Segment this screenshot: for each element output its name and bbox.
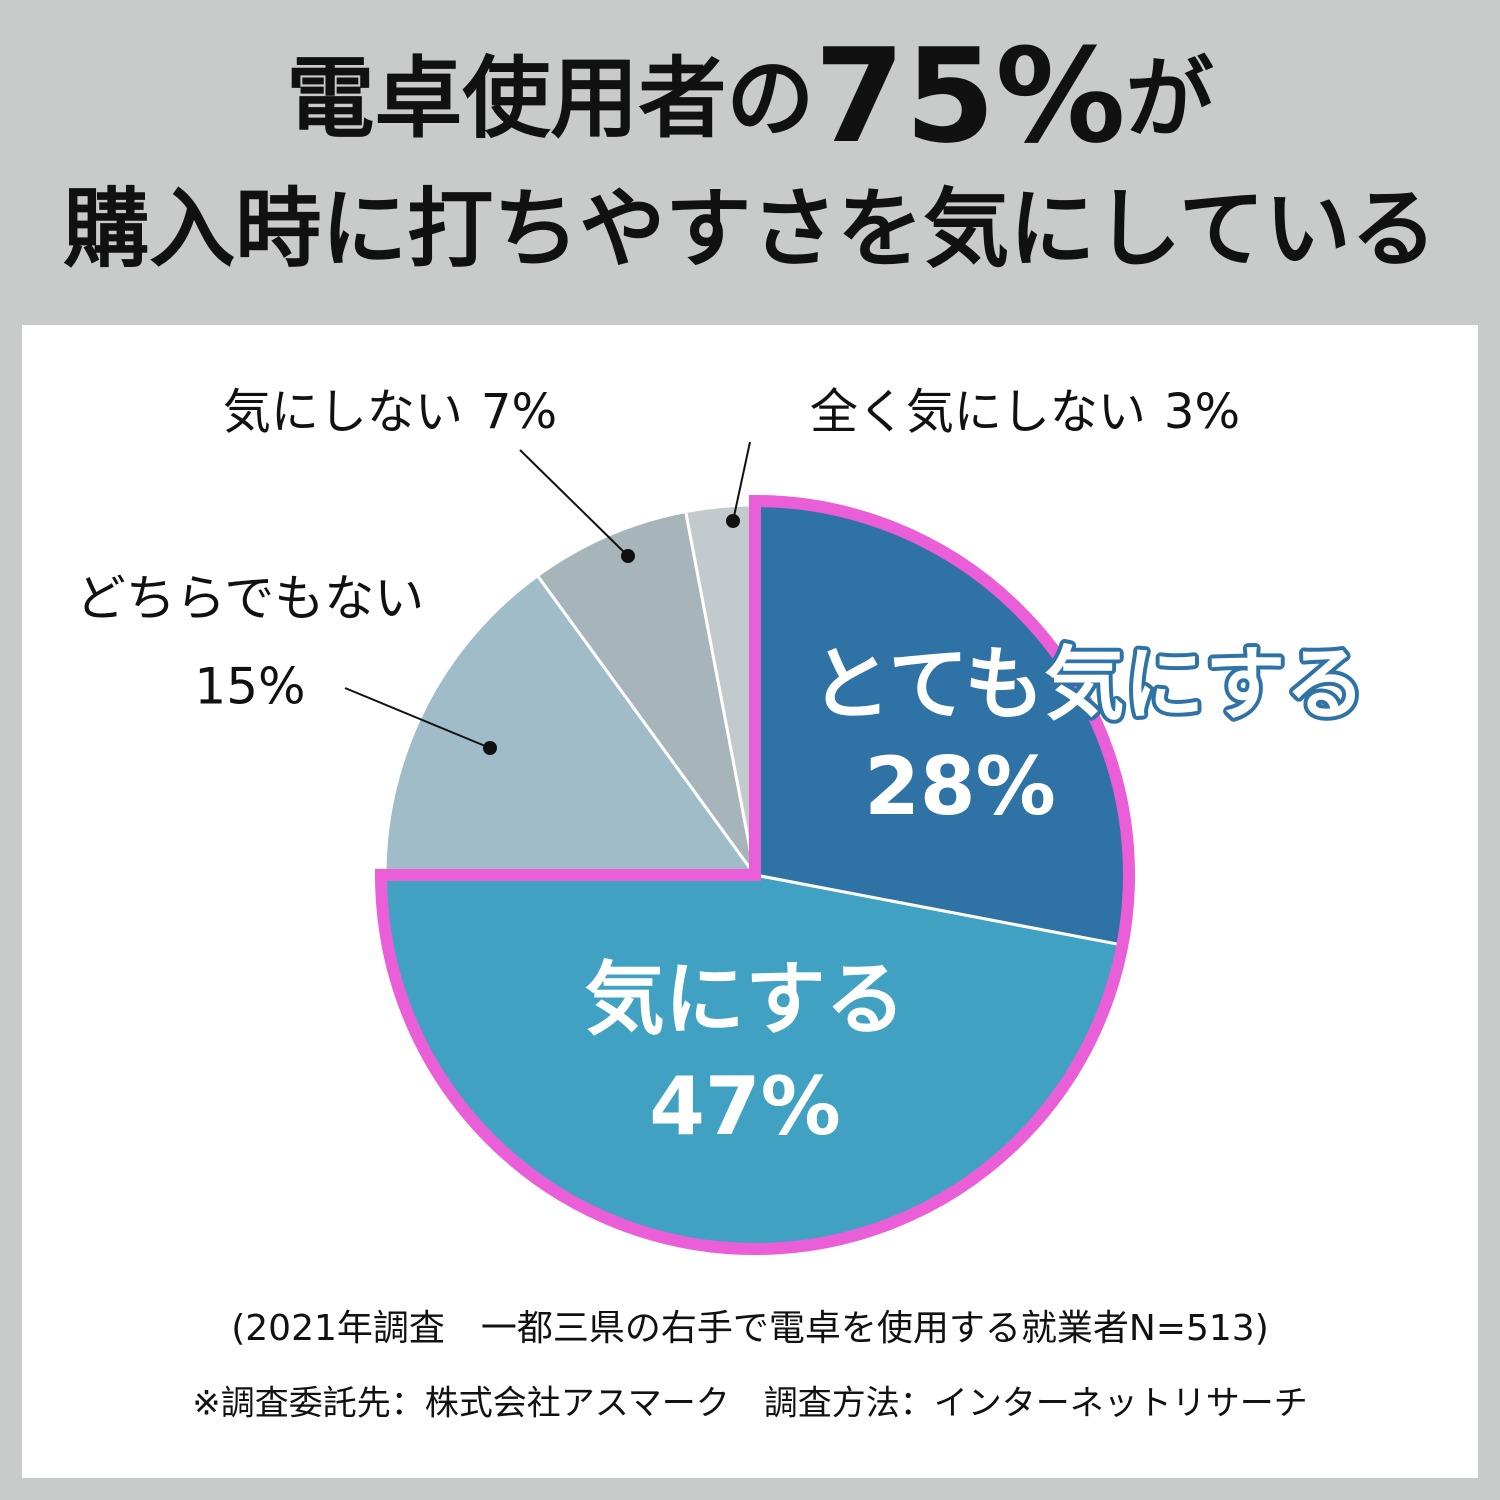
leader-dot xyxy=(483,741,497,755)
title-highlight: 75% xyxy=(814,20,1125,172)
note: (2021年調査 一都三県の右手で電卓を使用する就業者N=513) xyxy=(231,1308,1269,1349)
slice-label: 気にする xyxy=(585,953,906,1046)
slice-label: とても気にする xyxy=(811,638,1365,731)
leader-dot xyxy=(621,549,635,563)
highlight-outline xyxy=(374,494,1135,1255)
title-part: が xyxy=(1126,47,1214,150)
title-part: 電卓使用者の xyxy=(286,47,814,150)
outside-label: 気にしない 7% xyxy=(223,384,557,440)
slice-label: どちらでもない xyxy=(76,570,425,628)
value-label: 3% xyxy=(1164,384,1240,440)
value-label: 47% xyxy=(649,1060,840,1153)
note: ※調査委託先：株式会社アスマーク 調査方法：インターネットリサーチ xyxy=(192,1384,1307,1424)
chart-title: 電卓使用者の75%が xyxy=(286,20,1213,172)
leader-dot xyxy=(726,514,740,528)
chart-title-line2: 購入時に打ちやすさを気にしている xyxy=(63,179,1436,279)
pie-slice xyxy=(383,573,758,877)
value-label: 28% xyxy=(864,740,1055,833)
value-label: 7% xyxy=(481,384,557,440)
slice-label: 全く気にしない xyxy=(810,384,1146,440)
leader-line xyxy=(519,449,629,557)
slice-label: 気にしない xyxy=(223,384,463,440)
outside-label: 全く気にしない 3% xyxy=(810,384,1240,440)
leader-line xyxy=(344,687,491,749)
leader-line xyxy=(732,441,751,522)
value-label: 15% xyxy=(194,658,305,716)
